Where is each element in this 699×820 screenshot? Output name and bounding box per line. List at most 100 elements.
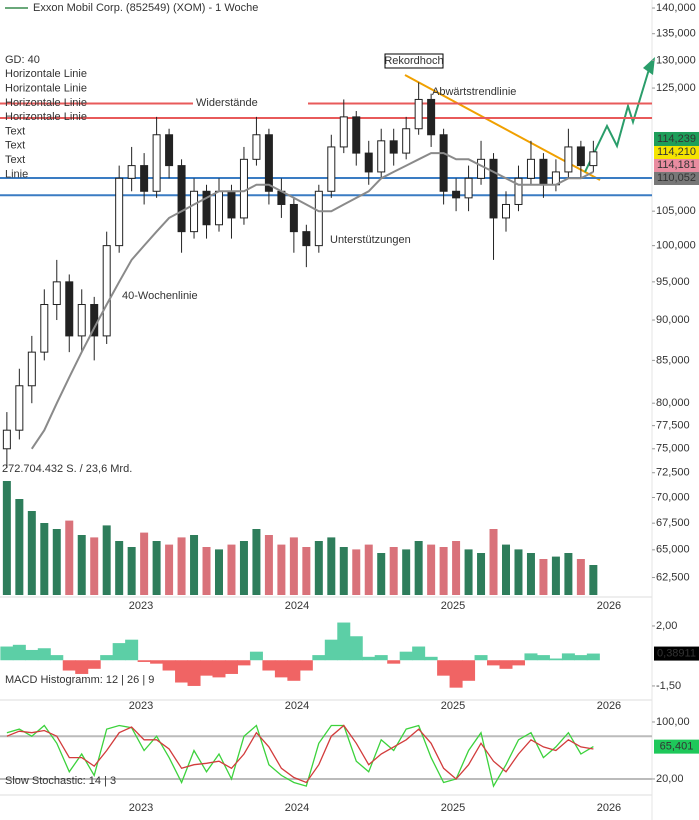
annotation: Abwärtstrendlinie [432,86,516,98]
price-badge [654,131,699,146]
candle-body [127,165,136,179]
candle-body [327,146,336,192]
macd-bar [299,660,313,671]
volume-bar [52,529,61,595]
macd-bar [100,655,114,661]
volume-bar [464,549,473,595]
price-badge [654,157,699,172]
volume-bar [364,544,373,595]
candle-body [40,304,49,353]
volume-bar [377,553,386,595]
volume-bar [140,532,149,595]
candle-body [227,190,236,219]
annotation-bg [193,92,308,114]
candle-body [52,281,61,306]
macd-bar [87,660,101,669]
macd-bar [237,660,251,666]
legend-entry: Text [5,125,25,137]
candle-body [564,146,573,173]
y-tick-label: 77,500 [656,420,690,432]
candle-body [589,151,598,167]
x-tick-label: 2025 [441,700,465,712]
macd-bar [162,660,176,671]
value-badge [654,739,699,754]
x-tick-label: 2023 [129,700,153,712]
macd-bar [324,639,338,661]
candle-body [252,134,261,160]
macd-bar [487,660,501,666]
volume-bar [589,565,598,595]
price-badge-label: 114,181 [657,159,696,171]
value-badge-label: 0,38911 [657,647,696,659]
macd-bar [262,660,276,671]
volume-bar [202,547,211,595]
y-tick-label: 65,000 [656,544,690,556]
volume-bar [289,537,298,595]
volume-bar [427,544,436,595]
volume-bar [277,544,286,595]
x-tick-label: 2025 [441,802,465,814]
line-series [6,724,594,788]
macd-bar [374,655,388,661]
candle-body [77,304,86,337]
x-tick-label: 2025 [441,600,465,612]
candle-body [140,165,149,192]
x-tick-label: 2024 [285,700,309,712]
y-tick-label: 70,000 [656,491,690,503]
volume-bar [452,541,461,595]
candle-body [102,245,111,337]
header-title: Exxon Mobil Corp. (852549) (XOM) - 1 Woc… [33,2,258,14]
volume-bar [551,556,560,595]
legend-entry: Horizontale Linie [5,111,87,123]
macd-bar [25,649,39,661]
price-badge [654,170,699,185]
candle-body [489,158,498,219]
candle-body [427,98,436,136]
y-tick-label: 140,000 [656,2,696,14]
line-series [30,152,594,450]
volume-bar [302,547,311,595]
macd-bar [449,660,463,688]
y-tick-label: 67,500 [656,517,690,529]
legend-entry: Linie [5,168,28,180]
volume-bar [2,481,11,595]
volume-bar [314,541,323,595]
annotation: 40-Wochenlinie [122,290,198,302]
candle-body [152,134,161,192]
macd-bar [536,655,550,661]
candle-body [27,351,36,387]
candle-body [65,281,74,337]
volume-bar [264,535,273,595]
candle-body [190,190,199,233]
legend-entry: Horizontale Linie [5,68,87,80]
macd-bar [387,660,401,664]
candle-body [402,128,411,154]
candle-body [539,158,548,186]
volume-bar [40,523,49,595]
y-tick-label: 130,000 [656,54,696,66]
macd-bar [187,660,201,686]
macd-bar [175,660,189,683]
candle-body [364,152,373,173]
x-tick-label: 2024 [285,600,309,612]
annotation: Widerstände [196,97,258,109]
volume-bar [389,547,398,595]
y-tick-label: 90,000 [656,314,690,326]
macd-bar [125,639,139,661]
y-tick-label: 62,500 [656,571,690,583]
legend-entry: Text [5,140,25,152]
volume-bar [115,541,124,595]
value-badge [654,646,699,661]
macd-bar [574,655,588,661]
volume-bar [526,553,535,595]
macd-bar [524,653,538,661]
macd-bar [399,651,413,661]
price-badge-label: 110,052 [657,172,696,184]
panel-label: Slow Stochastic: 14 | 3 [5,775,116,787]
candle-body [264,134,273,192]
macd-bar [412,646,426,661]
y-tick-label: 2,00 [656,620,677,632]
volume-bar [402,549,411,595]
